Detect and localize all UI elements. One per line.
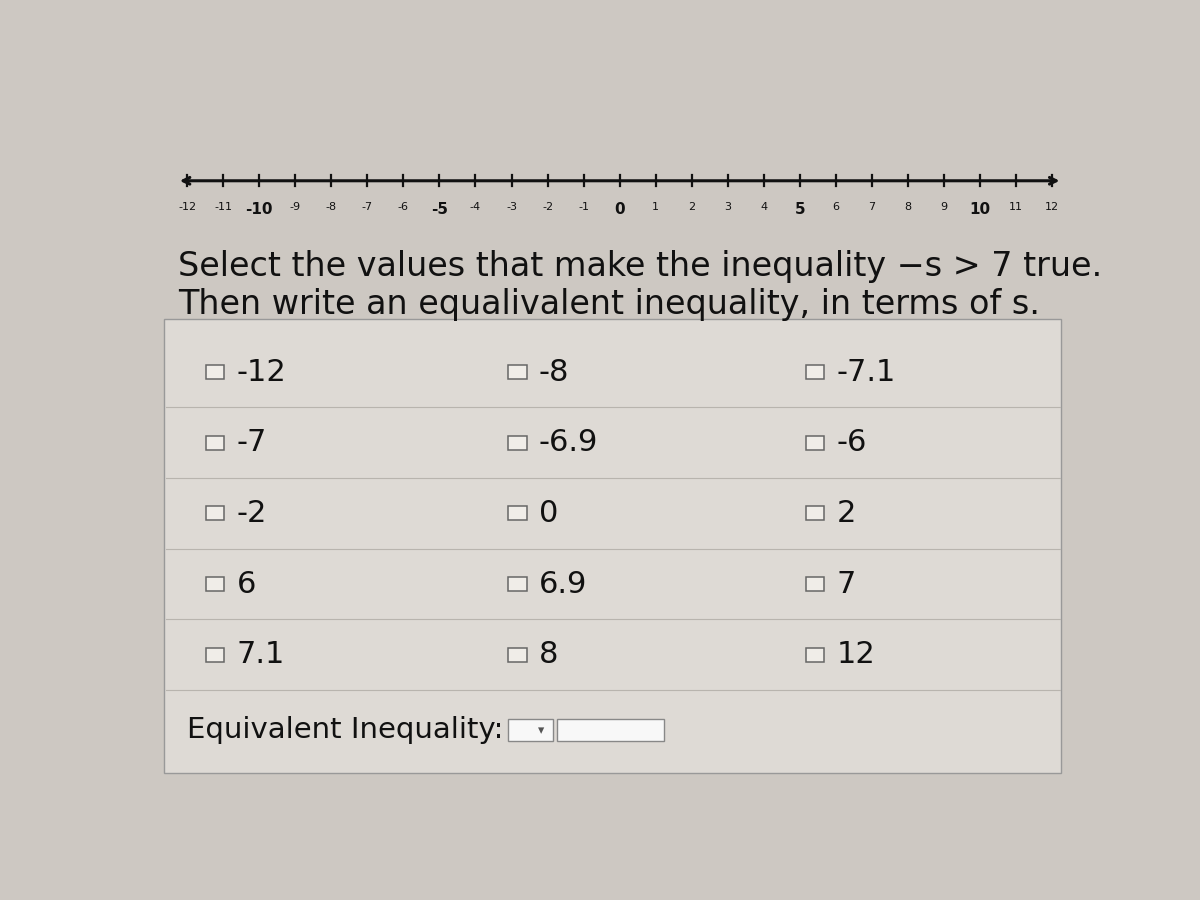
Text: -9: -9	[289, 202, 301, 211]
Text: 1: 1	[652, 202, 659, 211]
Text: -11: -11	[215, 202, 233, 211]
Text: -7: -7	[236, 428, 266, 457]
Text: -4: -4	[470, 202, 481, 211]
Bar	[164, 320, 1061, 773]
Text: 0: 0	[539, 499, 558, 528]
Bar	[508, 507, 527, 520]
Text: 8: 8	[905, 202, 912, 211]
Text: 11: 11	[1009, 202, 1024, 211]
Text: 7.1: 7.1	[236, 640, 284, 670]
Bar	[206, 365, 224, 379]
Text: -5: -5	[431, 202, 448, 217]
Bar	[206, 648, 224, 662]
Text: 12: 12	[1045, 202, 1060, 211]
Bar	[805, 577, 824, 591]
Text: 3: 3	[725, 202, 731, 211]
Bar	[206, 436, 224, 450]
Bar	[557, 719, 665, 742]
Text: 12: 12	[836, 640, 875, 670]
Bar	[805, 365, 824, 379]
Text: -12: -12	[178, 202, 197, 211]
Text: -7: -7	[362, 202, 373, 211]
Bar	[805, 507, 824, 520]
Text: 10: 10	[970, 202, 990, 217]
Bar	[508, 577, 527, 591]
Text: 2: 2	[836, 499, 856, 528]
Bar	[206, 577, 224, 591]
Text: Then write an equalivalent inequality, in terms of s.: Then write an equalivalent inequality, i…	[178, 288, 1040, 321]
Text: -10: -10	[246, 202, 274, 217]
Text: 7: 7	[836, 570, 856, 599]
Text: 9: 9	[941, 202, 948, 211]
Text: -7.1: -7.1	[836, 357, 895, 386]
Text: -2: -2	[236, 499, 266, 528]
Text: 4: 4	[761, 202, 767, 211]
Text: -8: -8	[325, 202, 337, 211]
Bar	[206, 507, 224, 520]
Bar	[508, 436, 527, 450]
Text: Equivalent Inequality: s: Equivalent Inequality: s	[187, 716, 528, 744]
Text: -8: -8	[539, 357, 569, 386]
Bar	[508, 719, 553, 742]
Text: -12: -12	[236, 357, 287, 386]
Text: -6: -6	[836, 428, 866, 457]
Text: -6: -6	[398, 202, 409, 211]
Text: 0: 0	[614, 202, 625, 217]
Text: -3: -3	[506, 202, 517, 211]
Text: 5: 5	[794, 202, 805, 217]
Text: 8: 8	[539, 640, 558, 670]
Text: -6.9: -6.9	[539, 428, 598, 457]
Text: ▾: ▾	[539, 724, 545, 737]
Text: -1: -1	[578, 202, 589, 211]
Text: 7: 7	[869, 202, 876, 211]
Text: 2: 2	[688, 202, 695, 211]
Text: 6.9: 6.9	[539, 570, 587, 599]
Bar	[805, 648, 824, 662]
Text: 6: 6	[236, 570, 256, 599]
Text: 6: 6	[833, 202, 839, 211]
Bar	[508, 365, 527, 379]
Text: -2: -2	[542, 202, 553, 211]
Bar	[805, 436, 824, 450]
Bar	[508, 648, 527, 662]
Text: Select the values that make the inequality −s > 7 true.: Select the values that make the inequali…	[178, 250, 1102, 284]
